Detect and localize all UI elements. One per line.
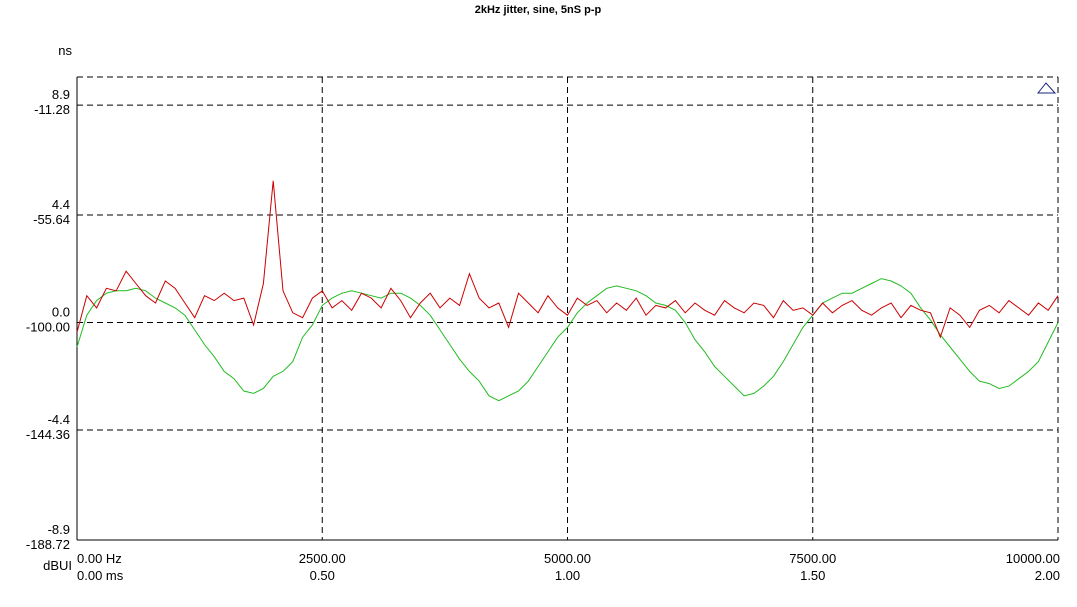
x-tick-labels: 0.00 Hz 0.00 ms 2500.00 0.50 5000.00 1.00 7500… bbox=[77, 551, 1060, 583]
x-tick-label-secondary: 1.50 bbox=[800, 568, 825, 583]
y-tick-labels: 8.9-11.28 4.4-55.64 0.0-100.00 -4.4-144.36 -… bbox=[26, 87, 70, 552]
series-line-green bbox=[76, 278, 1059, 402]
bottom-axis-unit: dBUI bbox=[43, 558, 72, 573]
y-tick-label-secondary: -11.28 bbox=[34, 102, 70, 117]
y-tick-label-secondary: -100.00 bbox=[26, 320, 70, 335]
y-tick-label-primary: 8.9 bbox=[52, 87, 70, 102]
x-tick-label-secondary: 0.00 ms bbox=[77, 568, 124, 583]
y-tick-label-primary: -4.4 bbox=[48, 412, 70, 427]
x-tick-label-primary: 10000.00 bbox=[1006, 551, 1060, 566]
x-tick-label-primary: 7500.00 bbox=[789, 551, 836, 566]
x-tick-label-secondary: 2.00 bbox=[1035, 568, 1060, 583]
x-tick-label-primary: 5000.00 bbox=[544, 551, 591, 566]
y-tick-label-secondary: -144.36 bbox=[26, 427, 70, 442]
y-tick-label-primary: 0.0 bbox=[52, 305, 70, 320]
left-axis-unit: ns bbox=[58, 43, 72, 58]
grid-lines bbox=[76, 76, 1059, 541]
chart-title: 2kHz jitter, sine, 5nS p-p bbox=[475, 4, 602, 16]
y-tick-label-primary: 4.4 bbox=[52, 197, 70, 212]
y-tick-label-secondary: -188.72 bbox=[26, 537, 70, 552]
y-tick-label-secondary: -55.64 bbox=[33, 212, 70, 227]
y-tick-label-primary: -8.9 bbox=[48, 522, 70, 537]
x-tick-label-primary: 2500.00 bbox=[299, 551, 346, 566]
x-tick-label-secondary: 1.00 bbox=[555, 568, 580, 583]
x-tick-label-secondary: 0.50 bbox=[310, 568, 335, 583]
plot-series bbox=[76, 180, 1059, 402]
cursor-marker-icon[interactable] bbox=[1036, 82, 1057, 94]
series-line-red bbox=[76, 180, 1059, 339]
x-tick-label-primary: 0.00 Hz bbox=[77, 551, 122, 566]
